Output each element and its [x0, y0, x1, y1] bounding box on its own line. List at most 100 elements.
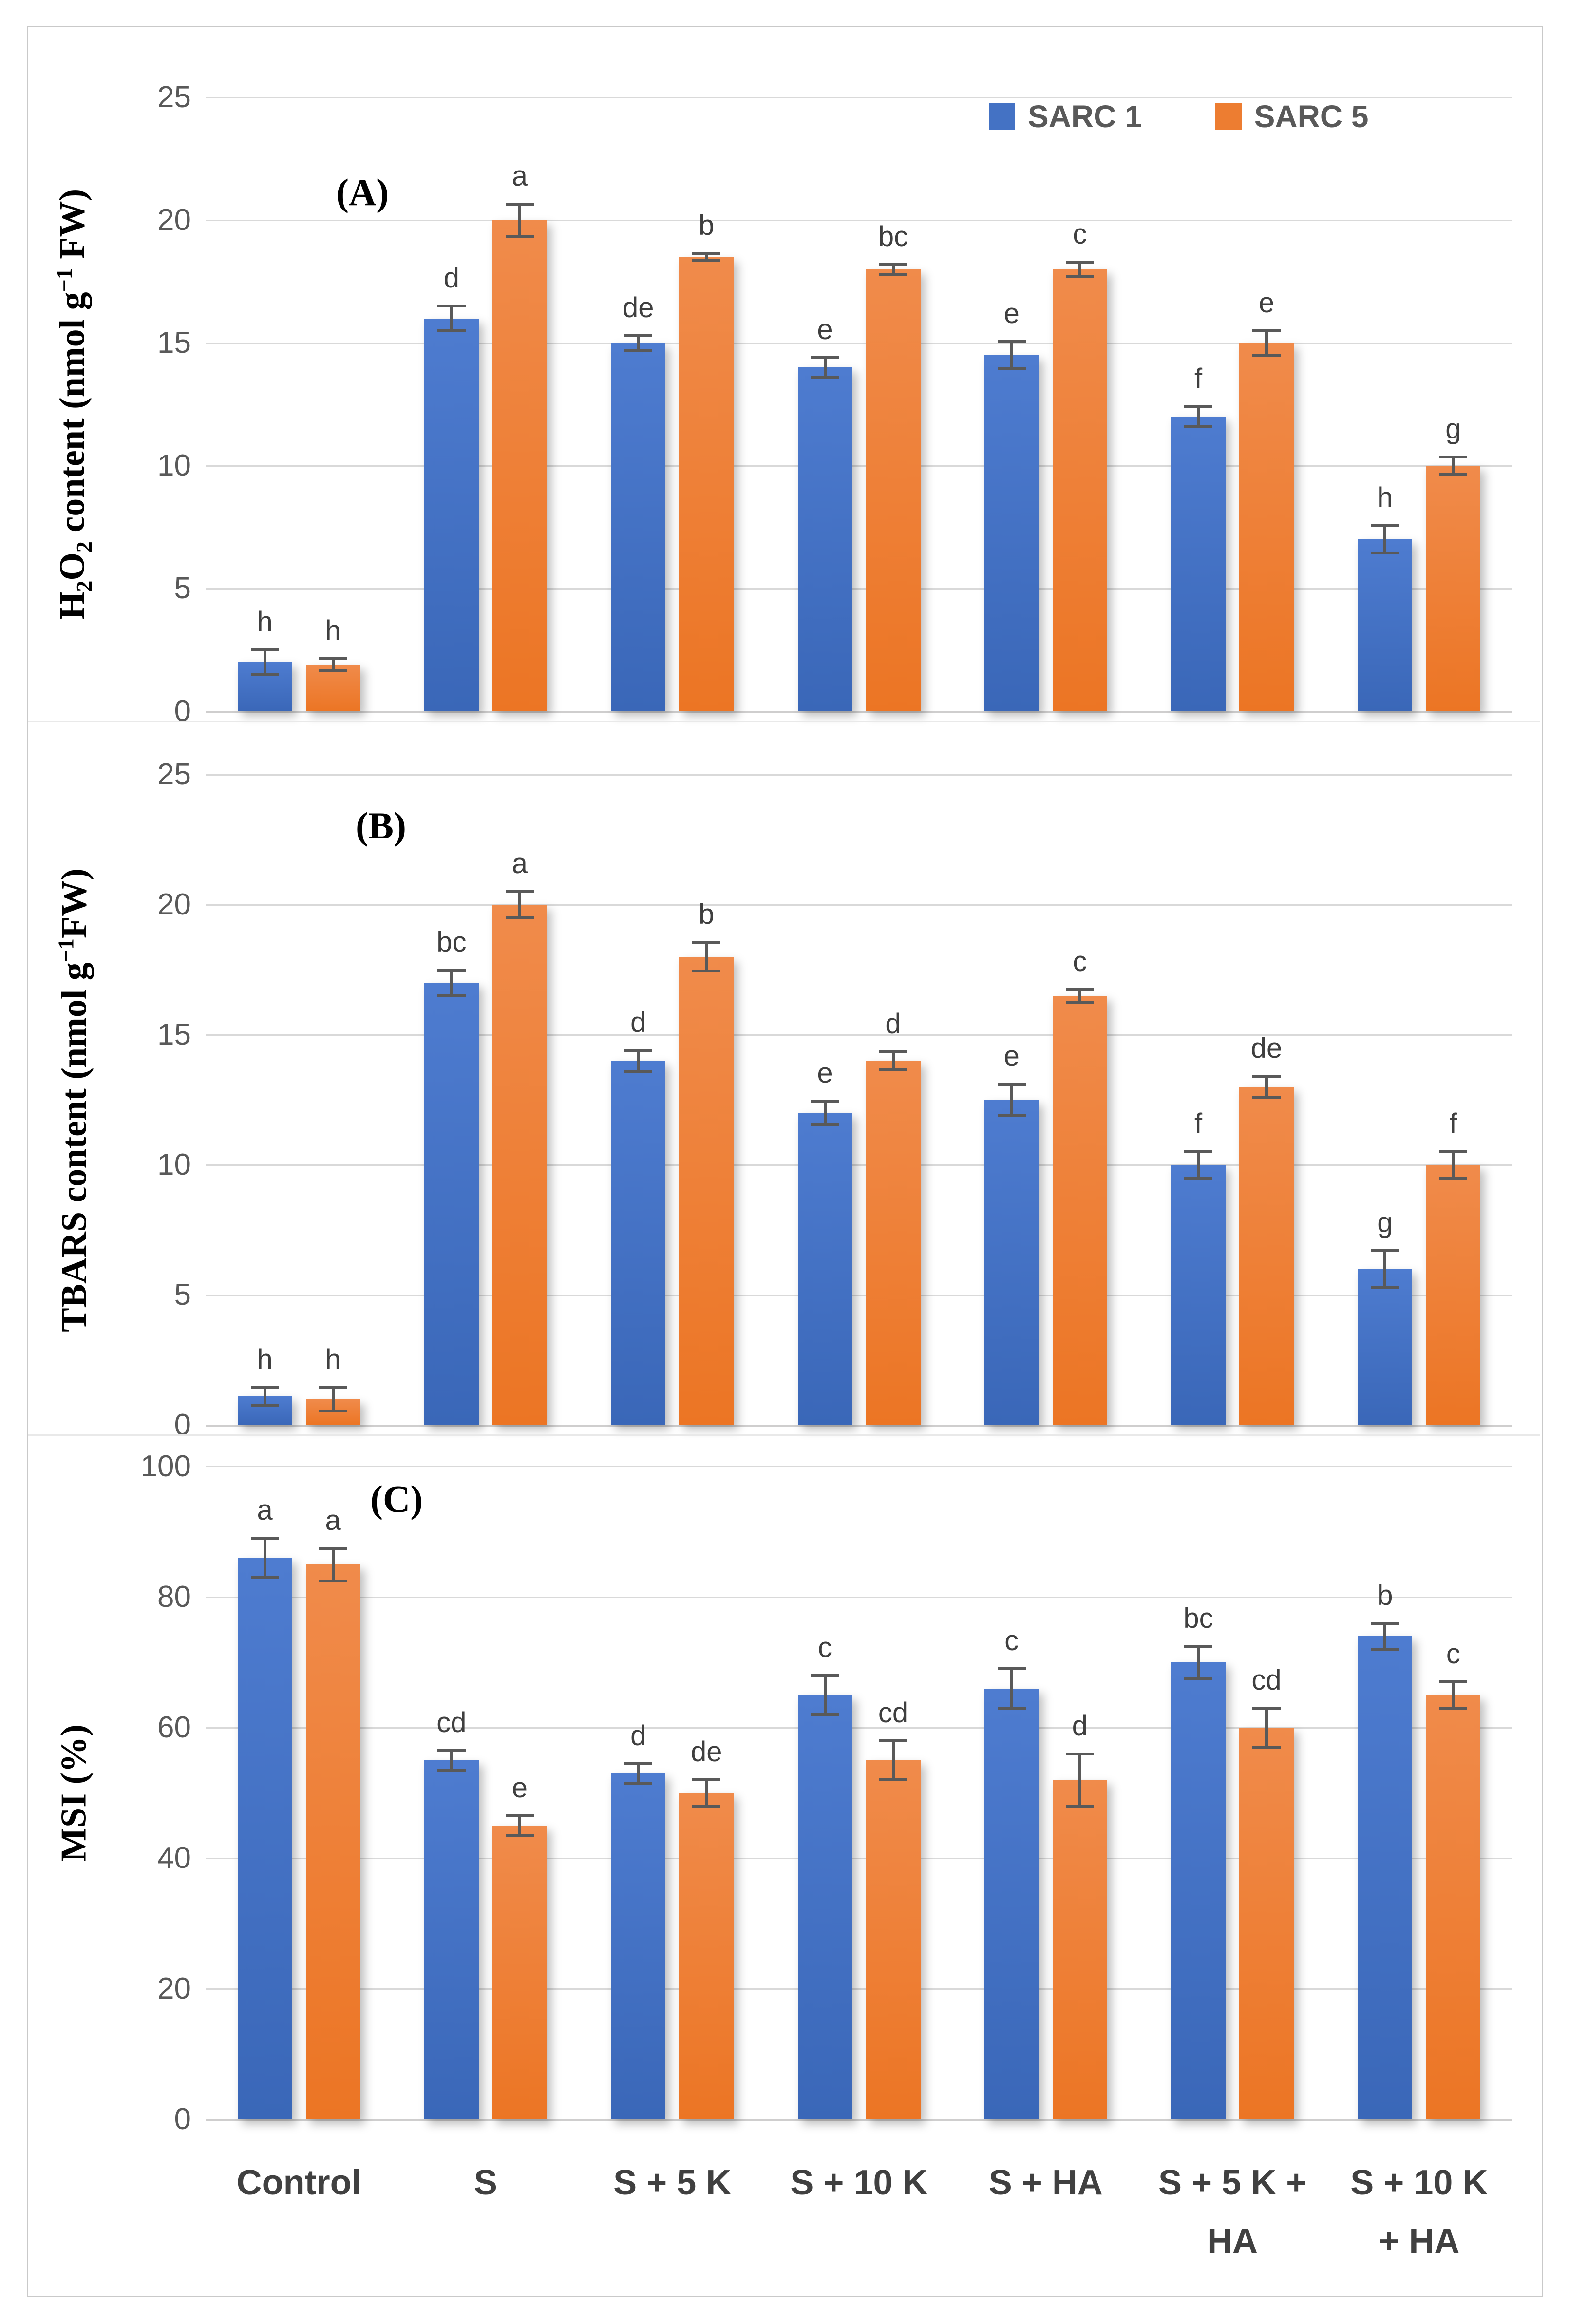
x-category-label: S + 5 K — [613, 2163, 732, 2202]
significance-letter: d — [630, 1007, 646, 1039]
error-bar — [637, 335, 640, 351]
significance-letter: e — [511, 1772, 528, 1804]
gridline — [206, 220, 1512, 221]
error-bar-cap — [624, 349, 653, 352]
gridline — [206, 774, 1512, 776]
gridline — [206, 1597, 1512, 1598]
error-bar-cap — [1184, 1644, 1213, 1648]
error-bar-cap — [879, 1068, 907, 1072]
y-axis-title-part: TBARS content (nmol g — [54, 962, 95, 1332]
error-bar-cap — [692, 259, 721, 263]
error-bar-cap — [319, 1579, 347, 1582]
error-bar-cap — [879, 1778, 907, 1782]
bar-sarc1-S + HA — [984, 1100, 1039, 1425]
significance-letter: e — [1003, 298, 1020, 330]
x-category-label: + HA — [1379, 2222, 1460, 2261]
gridline — [206, 1295, 1512, 1296]
panel-letter: (B) — [356, 804, 406, 847]
error-bar-cap — [1252, 1746, 1281, 1749]
error-bar-cap — [692, 1804, 721, 1808]
bar-sarc5-Control — [305, 1564, 360, 2119]
error-bar-cap — [1439, 456, 1468, 459]
y-axis-title-part: −1 — [51, 268, 76, 292]
bar-sarc5-S + HA — [1052, 269, 1107, 711]
error-bar — [823, 1101, 827, 1125]
error-bar-cap — [692, 1778, 721, 1782]
error-bar-cap — [1065, 988, 1094, 991]
panel-letter: (A) — [336, 171, 389, 213]
error-bar-cap — [319, 669, 347, 672]
significance-letter: h — [325, 1343, 341, 1375]
error-bar-cap — [250, 1576, 279, 1579]
error-bar-cap — [1439, 1150, 1468, 1154]
gridline — [206, 588, 1512, 590]
significance-letter: c — [818, 1631, 832, 1663]
error-bar-cap — [1371, 1621, 1399, 1625]
significance-letter: h — [257, 1343, 273, 1375]
error-bar — [1010, 1084, 1013, 1116]
bar-sarc5-S + HA — [1052, 1780, 1107, 2119]
bar-sarc5-S + HA — [1052, 995, 1107, 1425]
y-tick-label: 60 — [157, 1711, 191, 1744]
significance-letter: bc — [878, 220, 908, 252]
error-bar — [1010, 1669, 1013, 1708]
error-bar — [450, 970, 453, 996]
error-bar-cap — [879, 1050, 907, 1053]
significance-letter: d — [443, 262, 460, 294]
bar-sarc1-S + 10 K + HA — [1358, 1636, 1413, 2119]
bar-sarc5-S + 5 K — [679, 1793, 734, 2119]
y-tick-label: 80 — [157, 1580, 191, 1614]
error-bar-cap — [1065, 275, 1094, 278]
y-tick-label: 5 — [174, 1278, 191, 1312]
error-bar-cap — [250, 673, 279, 676]
error-bar — [705, 942, 708, 972]
x-category-label: S + 10 K — [790, 2163, 928, 2202]
error-bar-cap — [1371, 1285, 1399, 1289]
error-bar-cap — [692, 970, 721, 973]
error-bar-cap — [997, 1706, 1026, 1710]
legend: SARC 1 SARC 5 — [989, 98, 1368, 134]
gridline — [206, 1034, 1512, 1036]
significance-letter: cd — [878, 1696, 908, 1729]
significance-letter: h — [257, 606, 273, 638]
significance-letter: e — [817, 1057, 833, 1089]
bar-sarc5-S — [492, 1826, 547, 2119]
legend-swatch-sarc5-icon — [1215, 103, 1242, 130]
significance-letter: d — [1072, 1710, 1088, 1742]
x-category-label: S + 10 K — [1350, 2163, 1488, 2202]
significance-letter: d — [885, 1008, 901, 1040]
bar-sarc5-S + 10 K — [866, 269, 921, 711]
y-tick-label: 15 — [157, 1018, 191, 1051]
error-bar — [1010, 342, 1013, 369]
error-bar-cap — [811, 1713, 839, 1716]
y-axis-title-part: FW) — [52, 189, 93, 268]
bar-sarc1-S — [424, 318, 479, 711]
bar-sarc1-S + 10 K — [797, 1695, 852, 2119]
error-bar-cap — [1439, 473, 1468, 476]
error-bar-cap — [1184, 405, 1213, 409]
error-bar — [1197, 1152, 1200, 1178]
panel-letter: (C) — [370, 1478, 423, 1520]
error-bar-cap — [624, 1069, 653, 1073]
y-tick-label: 0 — [174, 1408, 191, 1442]
bar-sarc5-S + 10 K + HA — [1426, 1695, 1481, 2119]
gridline — [206, 1988, 1512, 1990]
error-bar-cap — [1065, 1752, 1094, 1755]
y-tick-label: 20 — [157, 203, 191, 237]
x-category-label: S + HA — [988, 2163, 1103, 2202]
x-category-label: Control — [236, 2163, 361, 2202]
error-bar — [705, 1780, 708, 1806]
significance-letter: g — [1445, 413, 1461, 445]
legend-label-sarc1: SARC 1 — [1028, 99, 1142, 134]
significance-letter: e — [1258, 286, 1275, 319]
error-bar-cap — [1184, 425, 1213, 428]
error-bar — [450, 306, 453, 331]
error-bar — [1383, 526, 1387, 553]
significance-letter: b — [699, 210, 715, 242]
error-bar — [450, 1750, 453, 1771]
error-bar-cap — [1371, 1648, 1399, 1651]
y-axis-title-part: −1 — [53, 938, 78, 962]
error-bar-cap — [250, 1386, 279, 1389]
significance-letter: f — [1194, 363, 1203, 395]
